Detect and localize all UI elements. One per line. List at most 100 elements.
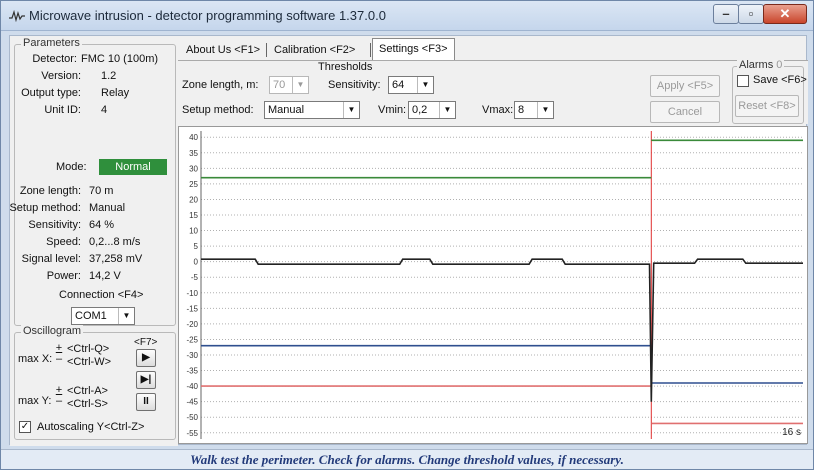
- parameter-label: Version:: [41, 70, 81, 82]
- minimize-button[interactable]: –: [713, 4, 739, 24]
- vmin-select[interactable]: 0,2 ▼: [408, 101, 456, 119]
- tab-separator: [266, 43, 267, 57]
- y-tick-label: 20: [189, 195, 198, 204]
- y-tick-label: -5: [191, 273, 199, 282]
- setup-method-select[interactable]: Manual ▼: [264, 101, 360, 119]
- y-tick-label: 10: [189, 227, 198, 236]
- cancel-button[interactable]: Cancel <Esc>: [650, 101, 720, 138]
- y-tick-label: -30: [186, 351, 198, 360]
- y-tick-label: 15: [189, 211, 198, 220]
- parameter-label: Detector:: [32, 53, 77, 65]
- window-title: Microwave intrusion - detector programmi…: [29, 8, 386, 23]
- sensitivity-select[interactable]: 64 ▼: [388, 76, 434, 94]
- stat-value: 37,258 mV: [89, 253, 143, 265]
- max-y-plus-minus[interactable]: + –: [55, 384, 63, 407]
- step-icon: ▶|: [140, 374, 152, 385]
- save-checkbox[interactable]: [737, 75, 749, 87]
- parameter-row: Output type: Relay: [15, 87, 177, 103]
- client-area: Parameters Detector: FMC 10 (100m) Version…: [9, 35, 808, 446]
- parameter-value: Relay: [101, 87, 130, 99]
- max-y-minus-key: <Ctrl-S>: [67, 398, 108, 410]
- vmax-label: Vmax:: [482, 104, 514, 116]
- stat-label: Sensitivity:: [28, 219, 81, 231]
- tab-about-us[interactable]: About Us <F1>: [186, 44, 260, 56]
- parameter-row: Detector: FMC 10 (100m): [15, 53, 177, 69]
- com-port-select[interactable]: COM1 ▼: [71, 307, 135, 325]
- y-tick-label: 0: [194, 258, 199, 267]
- max-x-minus-key: <Ctrl-W>: [67, 356, 111, 368]
- stat-label: Speed:: [46, 236, 81, 248]
- signal-line: [201, 258, 803, 402]
- y-tick-label: 40: [189, 133, 198, 142]
- status-bar: Walk test the perimeter. Check for alarm…: [1, 449, 813, 469]
- y-tick-label: -10: [186, 289, 198, 298]
- parameter-value: 4: [101, 104, 108, 116]
- y-tick-label: -15: [186, 304, 198, 313]
- stat-row: Signal level: 37,258 mV: [15, 253, 177, 269]
- parameters-group: Parameters Detector: FMC 10 (100m) Version…: [9, 37, 177, 326]
- check-icon: ✓: [20, 421, 30, 432]
- oscillogram-chart: 40 35 30 25 20 15 10 5 0 -5 -10 -15 -20 -25 -30 -35 -40 -…: [186, 131, 803, 439]
- zone-length-select[interactable]: 70 ▼: [269, 76, 309, 94]
- pause-button[interactable]: II: [136, 393, 156, 411]
- chevron-down-icon: ▼: [118, 308, 134, 324]
- stat-row: Zone length: 70 m: [15, 185, 177, 201]
- tab-calibration[interactable]: Calibration <F2>: [274, 44, 356, 56]
- max-x-plus-minus[interactable]: + –: [55, 342, 63, 365]
- stat-value: Manual: [89, 202, 126, 214]
- max-x-label: max X:: [18, 353, 53, 365]
- minimize-icon: –: [722, 6, 730, 21]
- tab-separator: [370, 43, 371, 57]
- y-tick-label: -40: [186, 382, 198, 391]
- status-message: Walk test the perimeter. Check for alarm…: [190, 452, 624, 467]
- zone-length-value: 70: [273, 79, 286, 91]
- y-tick-label: -20: [186, 320, 198, 329]
- apply-button[interactable]: Apply <F5>: [650, 75, 720, 97]
- parameter-row: Unit ID: 4: [15, 104, 177, 120]
- stat-label: Zone length:: [19, 185, 81, 197]
- mode-status-badge: Normal: [99, 159, 167, 175]
- alarms-legend: Alarms 0: [737, 59, 785, 71]
- parameter-row: Version: 1.2: [15, 70, 177, 86]
- y-tick-label: -35: [186, 367, 198, 376]
- stat-value: 14,2 V: [89, 270, 121, 282]
- maximize-button[interactable]: ▫: [738, 4, 764, 24]
- alarms-count: 0: [776, 59, 783, 71]
- max-x-plus-key: <Ctrl-Q>: [67, 343, 110, 355]
- play-button[interactable]: ▶: [136, 349, 156, 367]
- app-icon: [9, 10, 25, 22]
- parameter-label: Unit ID:: [44, 104, 81, 116]
- stat-row: Power: 14,2 V: [15, 270, 177, 286]
- setup-method-label: Setup method:: [182, 104, 254, 116]
- stat-value: 64 %: [89, 219, 115, 231]
- chevron-down-icon: ▼: [292, 77, 308, 93]
- close-button[interactable]: ✕: [763, 4, 807, 24]
- y-tick-label: -25: [186, 335, 198, 344]
- y-tick-label: 5: [194, 242, 199, 251]
- chevron-down-icon: ▼: [439, 102, 455, 118]
- stat-label: Power:: [46, 270, 81, 282]
- vmax-select[interactable]: 8 ▼: [514, 101, 554, 119]
- stat-row: Setup method: Manual: [9, 202, 177, 218]
- x-axis-label: 16 s: [782, 427, 801, 438]
- autoscaling-label: Autoscaling Y<Ctrl-Z>: [37, 421, 145, 433]
- vmax-value: 8: [518, 104, 525, 116]
- parameter-value: FMC 10 (100m): [81, 53, 159, 65]
- y-tick-label: -45: [186, 398, 198, 407]
- parameter-value: 1.2: [101, 70, 117, 82]
- autoscaling-checkbox[interactable]: ✓: [19, 421, 31, 433]
- close-icon: ✕: [779, 6, 791, 21]
- setup-method-value: Manual: [268, 104, 305, 116]
- save-label: Save <F6>: [753, 74, 807, 86]
- step-button[interactable]: ▶|: [136, 371, 156, 389]
- sensitivity-value: 64: [392, 79, 405, 91]
- alarms-group: Alarms 0 Save <F6> Reset <F8>: [732, 59, 807, 124]
- oscillogram-group: Oscillogram max X: + – <Ctrl-Q> <Ctrl-W> …: [14, 325, 176, 440]
- vmin-label: Vmin:: [378, 104, 407, 116]
- y-tick-label: 35: [189, 149, 198, 158]
- left-panel: Parameters Detector: FMC 10 (100m) Version…: [9, 36, 178, 446]
- y-tick-label: -55: [186, 429, 198, 438]
- reset-button[interactable]: Reset <F8>: [735, 95, 799, 117]
- tab-settings[interactable]: Settings <F3>: [372, 38, 455, 60]
- pause-icon: II: [143, 396, 149, 407]
